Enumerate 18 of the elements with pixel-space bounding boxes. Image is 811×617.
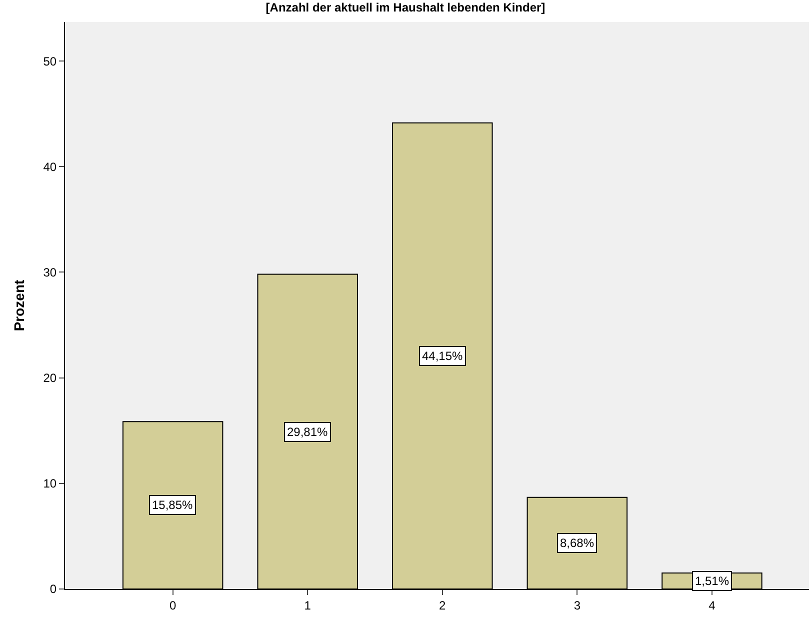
x-tick-label: 3	[574, 598, 581, 612]
data-label: 15,85%	[152, 498, 194, 512]
data-label: 29,81%	[287, 425, 328, 439]
y-tick-label: 20	[43, 371, 57, 386]
y-tick-label: 40	[43, 160, 57, 174]
y-tick-label: 10	[43, 476, 57, 491]
data-label: 8,68%	[560, 536, 594, 550]
data-label: 44,15%	[422, 349, 464, 363]
x-tick-label: 0	[169, 598, 176, 612]
y-tick-label: 30	[43, 265, 57, 280]
x-tick-label: 4	[708, 598, 716, 612]
data-label: 1,51%	[695, 574, 730, 588]
y-axis-title: Prozent	[10, 279, 27, 332]
x-tick-label: 1	[304, 598, 312, 612]
y-tick-label: 50	[43, 54, 57, 68]
x-tick-label: 2	[439, 598, 446, 612]
chart-title: [Anzahl der aktuell im Haushalt lebenden Kinder]	[266, 0, 546, 14]
y-tick-label: 0	[50, 582, 57, 596]
